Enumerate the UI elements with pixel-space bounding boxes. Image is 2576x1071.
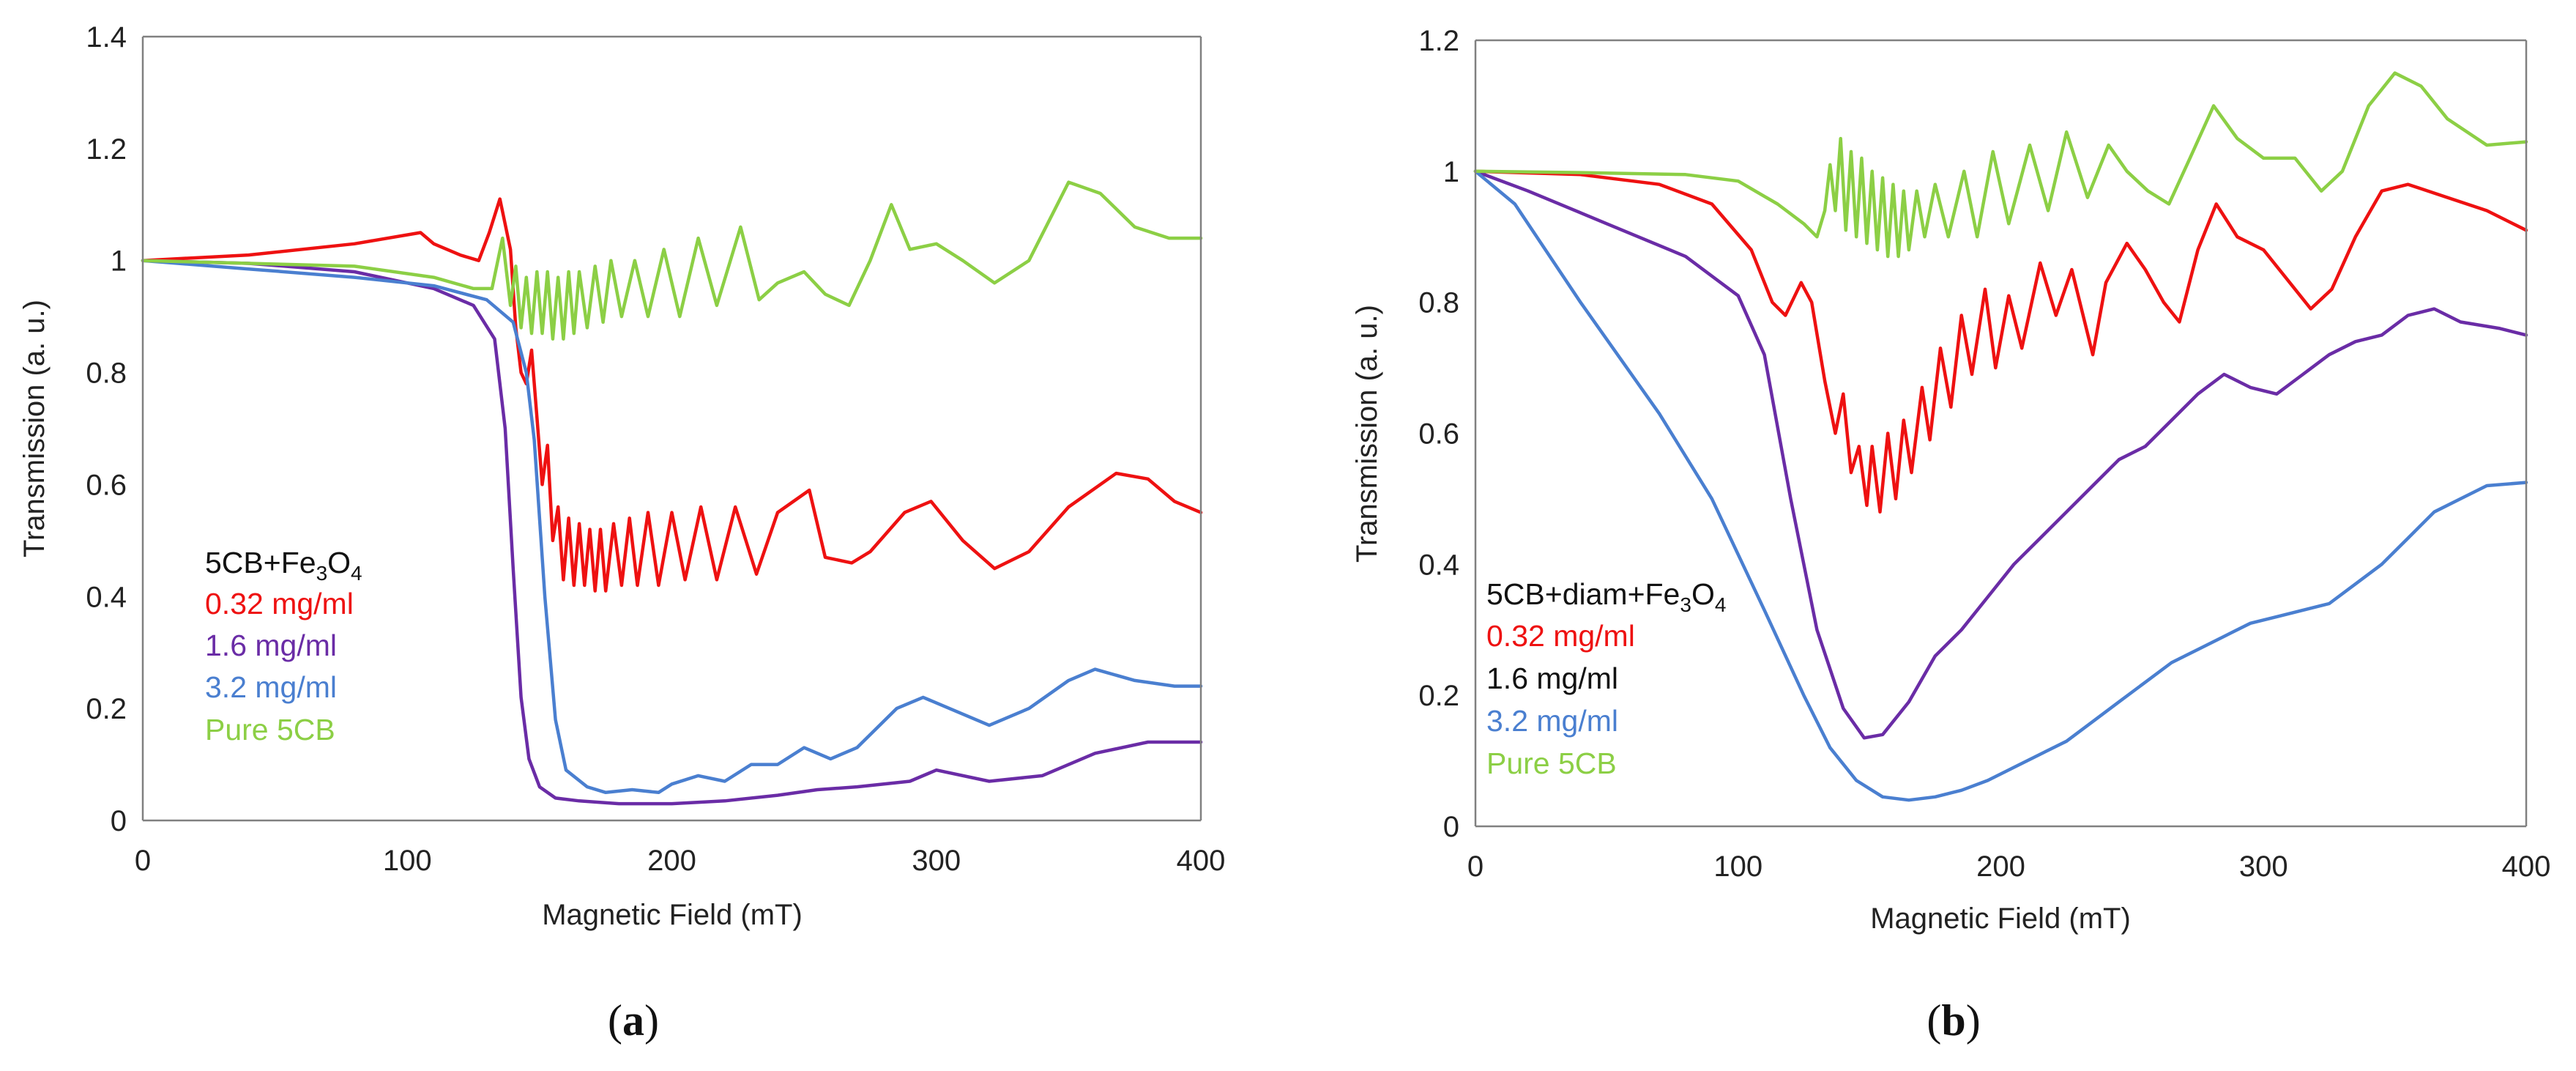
y-tick-label-a-1: 0.2 — [86, 693, 127, 725]
x-tick-label-a-0: 0 — [135, 845, 151, 877]
chart-panel-a: 0 0.2 0.4 0.6 0.8 1 1.2 1.4 0 100 200 300 400 Magne… — [18, 21, 1225, 1045]
series-line-b-032 — [1473, 169, 2528, 514]
legend-title-b: 5CB+diam+Fe3O4 — [1486, 577, 1726, 616]
legend-entry-a-1: 1.6 mg/ml — [205, 629, 337, 662]
x-tick-label-a-4: 400 — [1177, 845, 1226, 877]
x-tick-label-b-4: 400 — [2502, 850, 2551, 883]
y-axis-label-a: Transmission (a. u.) — [18, 300, 51, 557]
y-tick-label-b-3: 0.6 — [1418, 418, 1459, 451]
legend-entry-a-0: 0.32 mg/ml — [205, 587, 354, 620]
series-line-a-032 — [141, 197, 1203, 593]
y-tick-labels-b: 0 0.2 0.4 0.6 0.8 1 1.2 — [1418, 25, 1459, 843]
series-line-a-pure — [141, 180, 1203, 341]
legend-title-a: 5CB+Fe3O4 — [205, 546, 362, 585]
y-tick-label-b-6: 1.2 — [1418, 25, 1459, 57]
y-tick-label-a-7: 1.4 — [86, 21, 127, 53]
x-tick-label-b-1: 100 — [1713, 850, 1762, 883]
series-line-a-32 — [141, 259, 1203, 795]
plot-area-b — [1473, 71, 2528, 802]
series-line-b-pure — [1473, 71, 2528, 259]
y-tick-label-a-4: 0.8 — [86, 357, 127, 390]
y-tick-label-a-6: 1.2 — [86, 133, 127, 166]
y-tick-label-b-2: 0.4 — [1418, 549, 1459, 581]
x-tick-label-a-3: 300 — [912, 845, 961, 877]
y-tick-label-a-2: 0.4 — [86, 581, 127, 613]
y-tick-label-b-1: 0.2 — [1418, 680, 1459, 712]
x-tick-label-b-2: 200 — [1976, 850, 2025, 883]
series-line-a-16 — [141, 259, 1203, 806]
legend-entry-b-2: 3.2 mg/ml — [1486, 704, 1618, 738]
x-axis-label-b: Magnetic Field (mT) — [1870, 903, 2131, 935]
x-tick-label-a-1: 100 — [383, 845, 432, 877]
y-tick-label-b-4: 0.8 — [1418, 287, 1459, 319]
legend-a: 5CB+Fe3O4 0.32 mg/ml 1.6 mg/ml 3.2 mg/ml… — [205, 546, 362, 746]
x-axis-label-a: Magnetic Field (mT) — [542, 899, 803, 931]
y-tick-label-b-0: 0 — [1443, 811, 1459, 843]
x-tick-label-b-3: 300 — [2239, 850, 2288, 883]
y-tick-label-a-3: 0.6 — [86, 469, 127, 501]
y-tick-labels-a: 0 0.2 0.4 0.6 0.8 1 1.2 1.4 — [86, 21, 127, 837]
x-tick-label-a-2: 200 — [647, 845, 696, 877]
panel-caption-b: (b) — [1927, 996, 1980, 1045]
y-axis-label-b: Transmission (a. u.) — [1351, 305, 1383, 563]
plot-area-a — [141, 180, 1203, 806]
panel-caption-a: (a) — [608, 996, 659, 1045]
y-tick-label-a-5: 1 — [111, 245, 127, 278]
legend-entry-a-2: 3.2 mg/ml — [205, 670, 337, 704]
legend-entry-a-3: Pure 5CB — [205, 713, 335, 746]
x-tick-label-b-0: 0 — [1467, 850, 1484, 883]
y-tick-label-a-0: 0 — [111, 805, 127, 837]
y-tick-label-b-5: 1 — [1443, 156, 1459, 188]
chart-panel-b: 0 0.2 0.4 0.6 0.8 1 1.2 0 100 200 300 400 Magnetic… — [1351, 25, 2550, 1045]
series-line-b-32 — [1473, 169, 2528, 802]
legend-entry-b-0: 0.32 mg/ml — [1486, 619, 1635, 653]
x-tick-labels-b: 0 100 200 300 400 — [1467, 850, 2551, 883]
x-tick-labels-a: 0 100 200 300 400 — [135, 845, 1226, 877]
legend-entry-b-1: 1.6 mg/ml — [1486, 662, 1618, 695]
series-line-b-16 — [1473, 169, 2528, 740]
legend-entry-b-3: Pure 5CB — [1486, 746, 1617, 780]
legend-b: 5CB+diam+Fe3O4 0.32 mg/ml 1.6 mg/ml 3.2 … — [1486, 577, 1726, 780]
